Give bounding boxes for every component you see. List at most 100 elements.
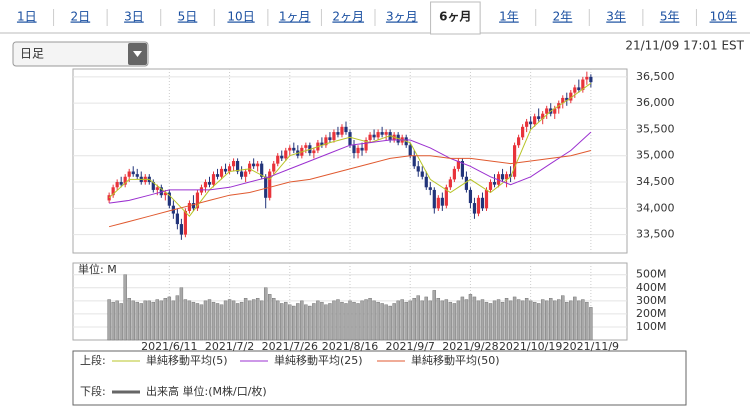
volume-bar xyxy=(368,298,372,341)
volume-bar xyxy=(111,301,115,341)
volume-bar xyxy=(561,295,565,341)
volume-bar xyxy=(135,301,139,341)
volume-bar xyxy=(557,299,561,341)
legend-label: 単純移動平均(5) xyxy=(146,353,228,367)
candle-body xyxy=(260,163,264,177)
volume-bar xyxy=(155,299,160,341)
volume-bar xyxy=(484,301,489,341)
candle-body xyxy=(384,132,388,135)
candle-body xyxy=(272,163,276,172)
volume-bar xyxy=(577,300,581,341)
candle-body xyxy=(512,145,517,177)
volume-bar xyxy=(436,298,441,341)
candle-body xyxy=(440,197,444,206)
candle-body xyxy=(135,174,139,177)
volume-bar xyxy=(195,303,200,341)
candle-body xyxy=(312,150,316,154)
tab[interactable]: 1年 xyxy=(499,10,519,24)
tab[interactable]: 10年 xyxy=(710,10,737,24)
tab[interactable]: 5年 xyxy=(660,10,680,24)
volume-bar xyxy=(247,300,252,341)
candle-body xyxy=(432,189,436,209)
volume-bar xyxy=(496,299,501,341)
candle-body xyxy=(541,113,545,119)
candle-body xyxy=(472,203,477,214)
volume-bar xyxy=(231,300,236,341)
candle-body xyxy=(573,87,577,93)
volume-bar xyxy=(528,300,533,341)
volume-bar xyxy=(416,295,420,341)
volume-bar xyxy=(107,299,111,341)
x-tick-label: 2021/11/9 xyxy=(563,340,619,353)
tab[interactable]: 2ヶ月 xyxy=(332,10,364,24)
volume-bar xyxy=(296,303,300,341)
candle-body xyxy=(324,137,328,146)
candle-body xyxy=(368,134,372,140)
volume-bar xyxy=(115,300,119,341)
candle-body xyxy=(529,121,533,125)
tab[interactable]: 6ヶ月 xyxy=(439,10,471,24)
candle-body xyxy=(276,155,280,164)
tab[interactable]: 2日 xyxy=(71,10,91,24)
candle-body xyxy=(553,108,557,114)
tab[interactable]: 10日 xyxy=(227,10,254,24)
candle-body xyxy=(420,171,424,177)
candle-body xyxy=(280,155,284,159)
volume-bar xyxy=(179,287,184,341)
tab-selected xyxy=(430,1,481,35)
candle-body xyxy=(264,176,268,198)
candle-body xyxy=(320,142,324,146)
x-tick-label: 2021/8/16 xyxy=(322,340,378,353)
candle-body xyxy=(115,182,119,188)
candle-body xyxy=(517,137,521,146)
volume-bar xyxy=(404,301,408,341)
x-tick-label: 2021/10/19 xyxy=(499,340,562,353)
volume-bar xyxy=(448,301,453,341)
volume-bar xyxy=(492,300,497,341)
candle-body xyxy=(352,145,356,154)
candle-body xyxy=(163,192,167,196)
candle-body xyxy=(500,174,505,180)
tab[interactable]: 1日 xyxy=(17,10,37,24)
moving-average xyxy=(108,82,592,217)
candle-body xyxy=(436,197,440,209)
volume-bar xyxy=(392,303,396,341)
candle-body xyxy=(131,171,135,175)
candle-body xyxy=(284,150,288,159)
x-tick-label: 2021/9/7 xyxy=(386,340,435,353)
tab[interactable]: 1ヶ月 xyxy=(279,10,311,24)
volume-bar xyxy=(516,299,521,341)
candle-body xyxy=(585,76,589,80)
y-tick-label: 36,500 xyxy=(636,70,675,83)
dropdown-arrow xyxy=(133,51,142,57)
volume-bar xyxy=(364,299,368,341)
candle-body xyxy=(203,182,208,188)
candle-body xyxy=(372,134,376,138)
tab[interactable]: 3ヶ月 xyxy=(386,10,418,24)
candle-body xyxy=(533,116,537,125)
y-tick-label: 500M xyxy=(636,268,667,281)
volume-bar xyxy=(384,304,388,341)
tab[interactable]: 3年 xyxy=(606,10,626,24)
candle-body xyxy=(328,137,332,140)
x-tick-label: 2021/6/11 xyxy=(141,340,197,353)
candle-body xyxy=(408,145,412,156)
candle-body xyxy=(452,168,456,180)
candle-body xyxy=(155,187,159,190)
moving-average xyxy=(109,131,592,204)
volume-bar xyxy=(340,301,344,341)
dropdown[interactable] xyxy=(12,41,149,67)
candle-body xyxy=(460,161,465,177)
candle-body xyxy=(207,182,212,185)
volume-bar xyxy=(396,300,400,341)
volume-bar xyxy=(348,300,352,341)
tab[interactable]: 5日 xyxy=(178,10,198,24)
candle-body xyxy=(521,126,525,138)
volume-bar xyxy=(344,303,348,341)
candle-body xyxy=(589,76,593,83)
candle-body xyxy=(191,203,196,209)
candle-body xyxy=(187,203,192,211)
tab[interactable]: 2年 xyxy=(553,10,573,24)
candle-body xyxy=(119,182,123,185)
tab[interactable]: 3日 xyxy=(124,10,144,24)
